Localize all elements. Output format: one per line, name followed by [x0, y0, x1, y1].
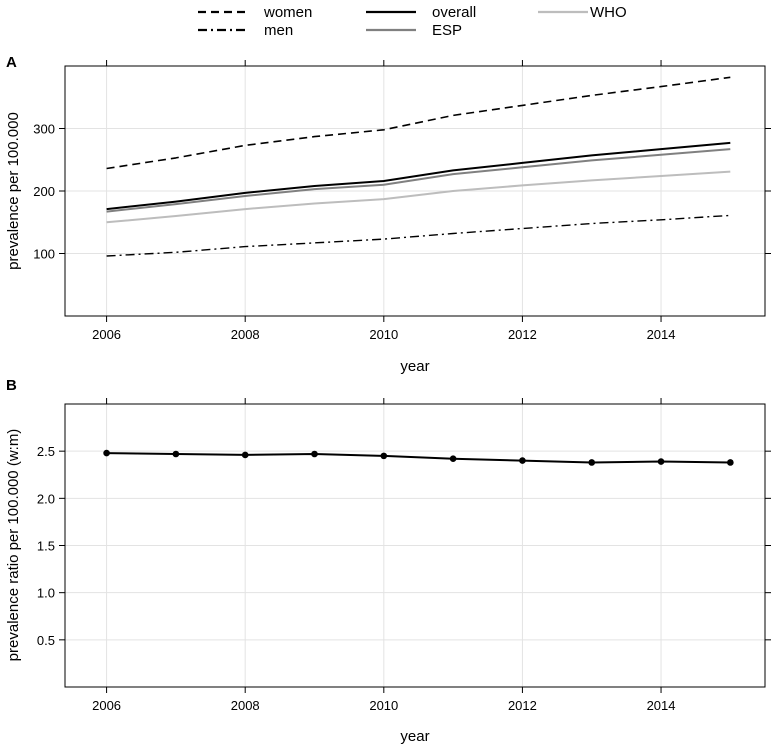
legend-label-overall: overall [432, 4, 476, 21]
panel-a-series-who [106, 170, 731, 224]
panel-b-y-tick-label: 2.0 [37, 491, 55, 506]
panel-a-x-tick-label: 2010 [369, 327, 398, 342]
panel-b-y-axis-title: prevalence ratio per 100.000 (w:m) [5, 429, 22, 662]
panel-b-point [241, 451, 249, 459]
panel-b-x-tick-label: 2010 [369, 698, 398, 713]
panel-b-y-tick-label: 0.5 [37, 633, 55, 648]
panel-a-series-women [106, 76, 731, 170]
panel-a-grid [65, 66, 765, 316]
legend-label-who: WHO [590, 4, 627, 21]
legend-label-men: men [264, 22, 293, 39]
panel-a-x-axis-title: year [400, 358, 429, 375]
panel-b-grid [65, 404, 765, 687]
panel-b-point [727, 459, 734, 466]
panel-b-point [103, 449, 110, 457]
panel-a-x-tick-label: 2008 [231, 327, 260, 342]
panel-b-series [103, 449, 734, 466]
panel-b-x-axis-title: year [400, 728, 429, 745]
panel-b-y-tick-label: 1.5 [37, 539, 55, 554]
panel-a: A 2006 2008 2010 2012 2014 100 200 300 year pre… [5, 54, 771, 375]
panel-b-point [311, 450, 318, 458]
panel-b-ticks: 2006 2008 2010 2012 2014 0.5 1.0 1.5 2.0 2.5 [37, 398, 771, 713]
panel-b-series-ratio [106, 452, 731, 464]
panel-a-x-tick-label: 2006 [92, 327, 121, 342]
panel-a-series [106, 76, 731, 257]
panel-b-y-tick-label: 1.0 [37, 586, 55, 601]
panel-b-y-tick-label: 2.5 [37, 444, 55, 459]
panel-a-series-men [106, 214, 731, 257]
panel-a-y-tick-label: 200 [33, 184, 55, 199]
panel-b-point [519, 457, 526, 464]
panel-b-label: B [6, 377, 17, 394]
panel-a-ticks: 2006 2008 2010 2012 2014 100 200 300 [33, 60, 771, 342]
panel-a-label: A [6, 54, 17, 71]
panel-a-x-tick-label: 2014 [647, 327, 676, 342]
panel-a-x-tick-label: 2012 [508, 327, 537, 342]
panel-a-series-esp [106, 148, 731, 213]
panel-b-point [449, 455, 457, 463]
panel-a-y-tick-label: 300 [33, 122, 55, 137]
panel-a-y-tick-label: 100 [33, 247, 55, 262]
legend-label-women: women [263, 4, 312, 21]
panel-b-point [172, 450, 180, 458]
panel-b: B 2006 2008 2010 2012 2014 0.5 1.0 1.5 2.0 2.5 ye… [5, 377, 771, 745]
panel-b-x-tick-label: 2014 [647, 698, 676, 713]
panel-b-point [588, 459, 596, 466]
panel-b-point [657, 458, 665, 465]
panel-b-point [380, 452, 388, 460]
panel-b-x-tick-label: 2006 [92, 698, 121, 713]
panel-a-y-axis-title: prevalence per 100.000 [5, 112, 22, 270]
panel-b-x-tick-label: 2012 [508, 698, 537, 713]
panel-b-x-tick-label: 2008 [231, 698, 260, 713]
panel-a-series-overall [106, 141, 731, 211]
legend-label-esp: ESP [432, 22, 462, 39]
